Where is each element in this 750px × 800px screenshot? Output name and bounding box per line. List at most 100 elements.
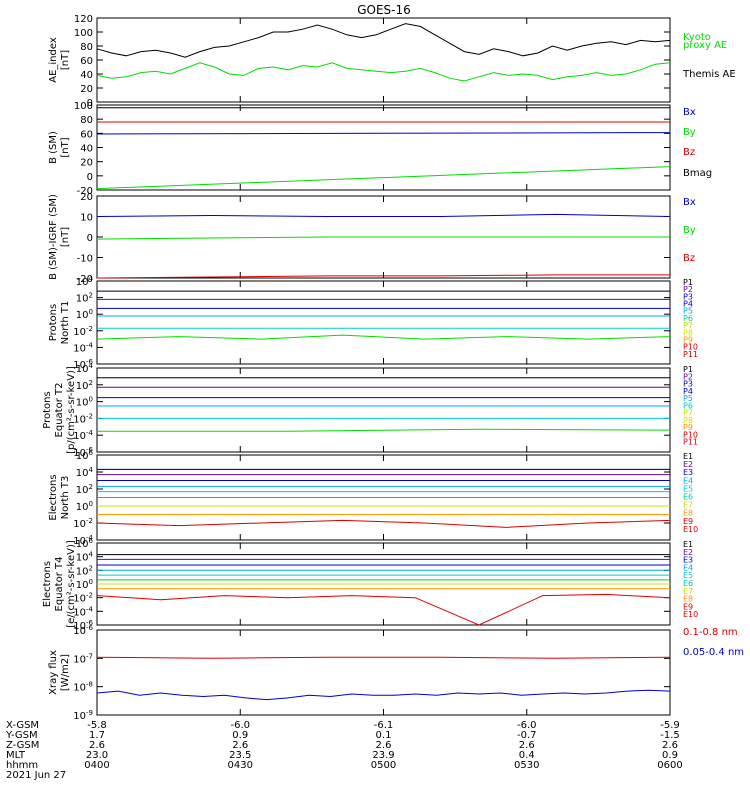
legend-entry: E2 (683, 548, 693, 557)
ytick-label: 10-4 (73, 534, 93, 547)
ytick-label: 106 (76, 537, 94, 550)
ytick-label: 104 (76, 551, 94, 564)
ytick-label: -20 (77, 274, 93, 285)
ylabel-line: AE_index (48, 37, 59, 83)
xaxis-cell: 0430 (228, 760, 253, 771)
legend-entry: E3 (683, 468, 693, 477)
panel-2: -20 0 20 40 60 80 100 B (SM) [nT] Bx By Bz Bmag (48, 101, 712, 197)
ylabel-line: B (SM) (48, 131, 59, 164)
xaxis-cell: 0.1 (376, 730, 392, 741)
legend-entry: P10 (683, 343, 698, 352)
ylabel-line: Xray flux (48, 650, 59, 695)
ytick-label: 102 (76, 379, 93, 392)
ytick-label: 10-2 (73, 325, 93, 338)
legend-entry: E3 (683, 556, 693, 565)
ytick-label: 10 (80, 213, 93, 224)
legend-entry: By (683, 225, 696, 236)
legend-entry: P6 (683, 314, 693, 323)
xaxis-cell: -6.0 (230, 720, 250, 731)
ytick-label: 10-2 (73, 412, 93, 425)
xaxis-cell: 0600 (657, 760, 682, 771)
ytick-label: 0 (87, 172, 93, 183)
xaxis-cell: -6.1 (374, 720, 394, 731)
ytick-label: 20 (80, 192, 93, 203)
ytick-label: 10-8 (73, 681, 93, 694)
legend-entry: By (683, 127, 696, 138)
ytick-label: 0 (87, 233, 93, 244)
xaxis-cell: 0.9 (232, 730, 248, 741)
ytick-label: 100 (76, 308, 93, 321)
legend-entry: P1 (683, 365, 693, 374)
legend-entry: proxy AE (683, 40, 727, 51)
ytick-label: 10-4 (73, 341, 93, 354)
legend-entry: E6 (683, 579, 693, 588)
ytick-label: 102 (76, 292, 93, 305)
xaxis-cell: -1.5 (660, 730, 680, 741)
ytick-label: 80 (80, 42, 93, 53)
legend-entry: P2 (683, 372, 693, 381)
legend-entry: E9 (683, 517, 693, 526)
panel-8: 10-9 10-8 10-7 10-6 Xray flux [W/m2] 0.1-0.8 n… (48, 624, 744, 722)
ytick-label: 10-6 (73, 446, 93, 459)
legend-entry: P7 (683, 321, 693, 330)
xaxis-cell: -5.9 (660, 720, 680, 731)
legend-entry: P11 (683, 350, 698, 359)
ytick-label: 106 (76, 449, 94, 462)
ytick-label: -20 (77, 186, 93, 197)
legend-entry: E2 (683, 460, 693, 469)
ytick-label: 100 (74, 101, 93, 112)
panel-3: -20 -10 0 10 20 B (SM)-IGRF (SM) [nT] Bx By Bz (48, 192, 696, 285)
ylabel-line: [W/m2] (60, 654, 71, 691)
panel-frame (96, 17, 671, 103)
legend-entry: P11 (683, 438, 698, 447)
series-e9 (96, 519, 671, 528)
ytick-label: 104 (76, 362, 94, 375)
legend-entry: E1 (683, 540, 693, 549)
ytick-label: 40 (80, 70, 93, 81)
xaxis-cell: 2.6 (662, 740, 678, 751)
xaxis-row-label: Y-GSM (5, 730, 38, 741)
xaxis-cell: 23.5 (229, 750, 251, 761)
legend-entry: E8 (683, 509, 693, 518)
legend-entry: E10 (683, 610, 698, 619)
xaxis-row-label: Z-GSM (6, 740, 39, 751)
legend-entry: E7 (683, 501, 693, 510)
xaxis-row-label: MLT (6, 750, 26, 761)
legend-entry: E10 (683, 525, 698, 534)
series-bx (96, 132, 671, 135)
ytick-label: 102 (76, 483, 93, 496)
ytick-label: 104 (76, 466, 94, 479)
legend-entry: E8 (683, 595, 693, 604)
legend-entry: E9 (683, 602, 693, 611)
ytick-label: 0 (87, 98, 93, 109)
xaxis-cell: 23.0 (86, 750, 108, 761)
ytick-label: 20 (80, 84, 93, 95)
ytick-label: 10-2 (73, 592, 93, 605)
ytick-label: 104 (76, 275, 94, 288)
legend-entry: P7 (683, 409, 693, 418)
xaxis-cell: 0400 (84, 760, 109, 771)
xaxis-cell: -6.0 (517, 720, 537, 731)
ytick-label: 10-2 (73, 517, 93, 530)
series-bx (96, 213, 671, 217)
legend-entry: Bx (683, 107, 696, 118)
series-p6 (96, 334, 671, 340)
ytick-label: -10 (77, 254, 93, 265)
legend-entry: E4 (683, 563, 693, 572)
ylabel-line: Equator T4 (54, 557, 65, 612)
panel-frame (96, 280, 671, 365)
ylabel-line: [nT] (60, 227, 71, 247)
ytick-label: 60 (80, 129, 93, 140)
ytick-label: 100 (76, 500, 93, 513)
legend-entry: Kyoto (683, 32, 711, 43)
ytick-label: 10-9 (73, 709, 93, 722)
legend-entry: P1 (683, 278, 693, 287)
date-label: 2021 Jun 27 (6, 770, 66, 781)
xaxis-cell: -5.8 (87, 720, 107, 731)
legend-entry: E4 (683, 476, 693, 485)
series-p6 (97, 428, 671, 432)
ylabel-line: [nT] (60, 50, 71, 70)
